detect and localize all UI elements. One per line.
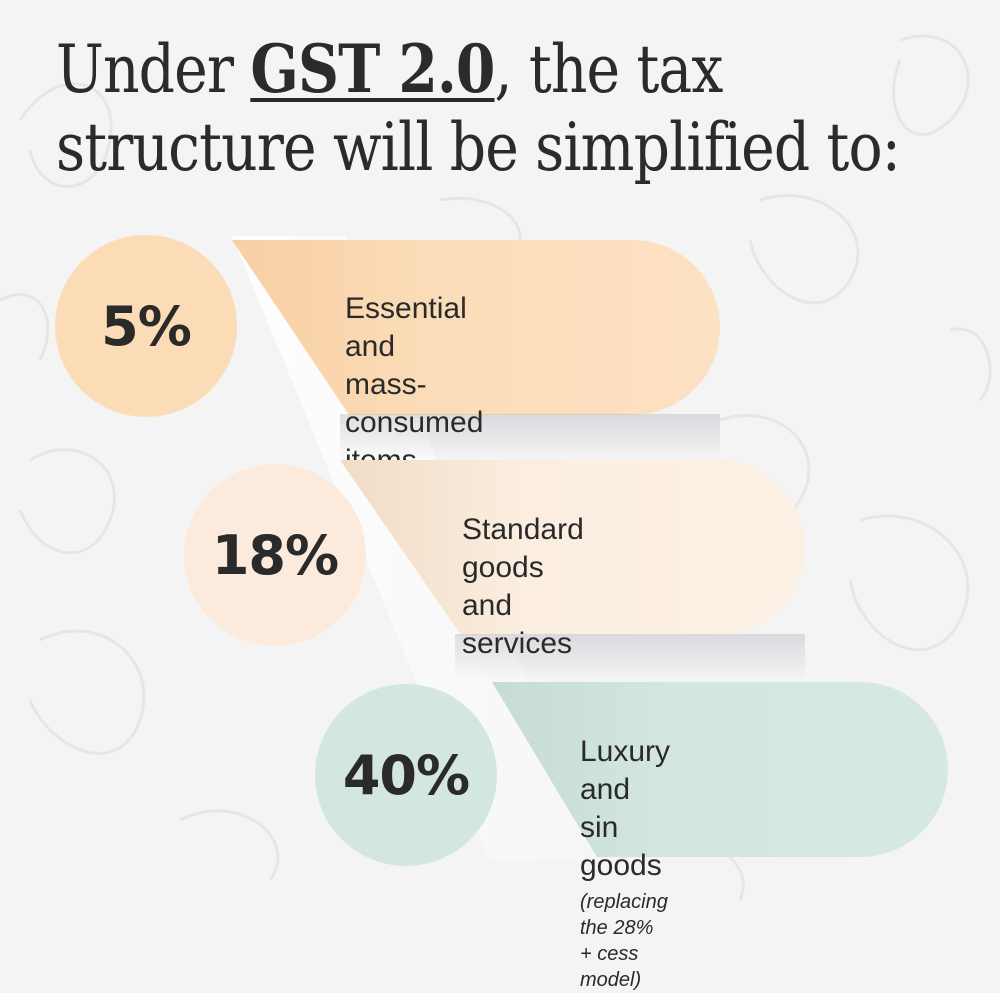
tier-18-rate-circle: 18% — [184, 464, 366, 646]
tier-18-desc-line-2: services — [462, 627, 573, 660]
title-line-2: structure will be simplified to: — [56, 109, 901, 186]
page-title: Under GST 2.0, the tax structure will be… — [56, 30, 901, 187]
tier-18-rate: 18% — [211, 523, 339, 587]
tier-5-rate-circle: 5% — [55, 235, 237, 417]
tier-5-shadow — [340, 414, 720, 460]
tier-18-desc-line-1: Standard goods and — [462, 513, 584, 622]
tier-40-rate: 40% — [342, 743, 470, 807]
tier-5-rate: 5% — [101, 294, 192, 358]
background-pattern — [0, 34, 992, 900]
title-text-after: , the tax — [494, 31, 724, 108]
tier-40-rate-circle: 40% — [315, 684, 497, 866]
tier-5-desc-line-1: Essential and mass- — [345, 292, 467, 401]
title-highlight: GST 2.0 — [250, 30, 495, 108]
tier-18-shadow — [455, 634, 805, 680]
tier-18-description: Standard goods and services — [462, 511, 584, 663]
tier-40-desc-line-1: Luxury and sin goods — [580, 735, 671, 882]
title-text-before: Under — [56, 31, 251, 108]
tier-40-note: (replacing the 28% + cess model) — [580, 891, 668, 991]
tier-40-description: Luxury and sin goods (replacing the 28% … — [580, 733, 670, 993]
tier-5-description: Essential and mass- consumed items — [345, 290, 483, 480]
